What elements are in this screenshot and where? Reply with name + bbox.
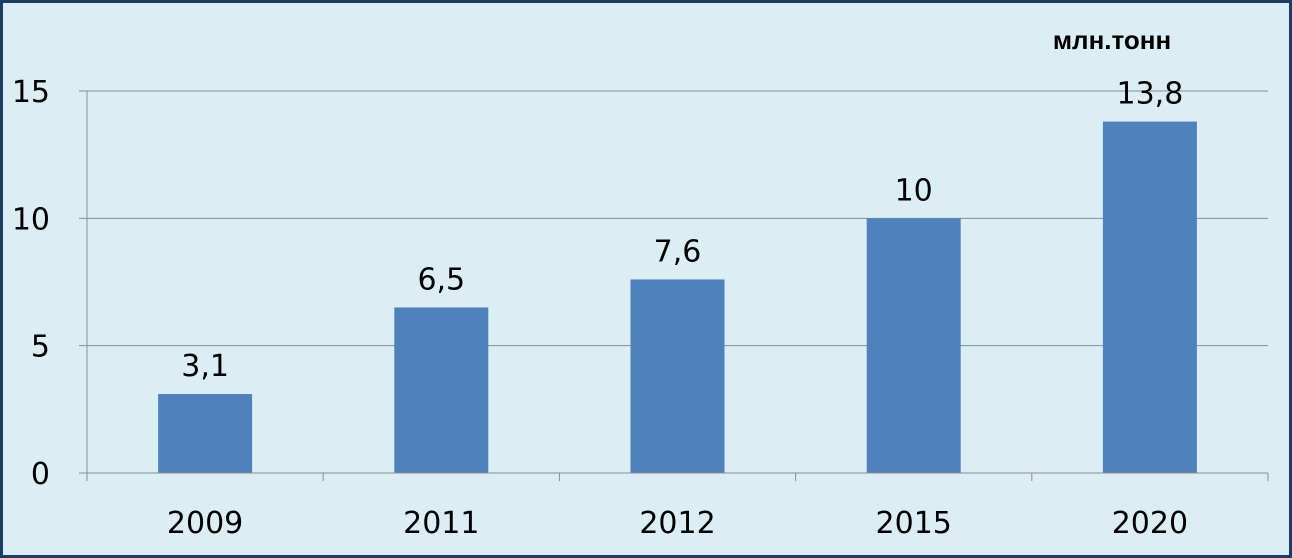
x-tick-label: 2015 <box>876 506 952 541</box>
y-tick-label: 5 <box>31 330 50 365</box>
x-tick-label: 2009 <box>167 506 243 541</box>
bar-2015 <box>866 218 961 473</box>
y-tick-label: 0 <box>31 457 50 492</box>
bar-2009 <box>158 394 253 473</box>
x-axis-labels: 2009 2011 2012 2015 2020 <box>167 506 1188 541</box>
y-tick-label: 10 <box>12 202 50 237</box>
y-tick-label: 15 <box>12 75 50 110</box>
data-label: 10 <box>895 173 933 208</box>
x-tick-label: 2020 <box>1112 506 1188 541</box>
data-labels: 3,1 6,5 7,6 10 13,8 <box>181 77 1183 384</box>
y-axis-ticks: 0 5 10 15 <box>12 75 88 492</box>
bars <box>158 121 1197 473</box>
data-label: 7,6 <box>654 234 702 269</box>
x-tick-label: 2011 <box>403 506 479 541</box>
unit-label: млн.тонн <box>1053 25 1171 55</box>
data-label: 13,8 <box>1117 77 1184 112</box>
data-label: 3,1 <box>181 349 229 384</box>
x-axis <box>86 472 1269 481</box>
data-label: 6,5 <box>417 262 465 297</box>
bar-2011 <box>394 307 489 473</box>
bar-2012 <box>630 279 725 473</box>
bar-2020 <box>1102 121 1197 473</box>
x-tick-label: 2012 <box>639 506 715 541</box>
